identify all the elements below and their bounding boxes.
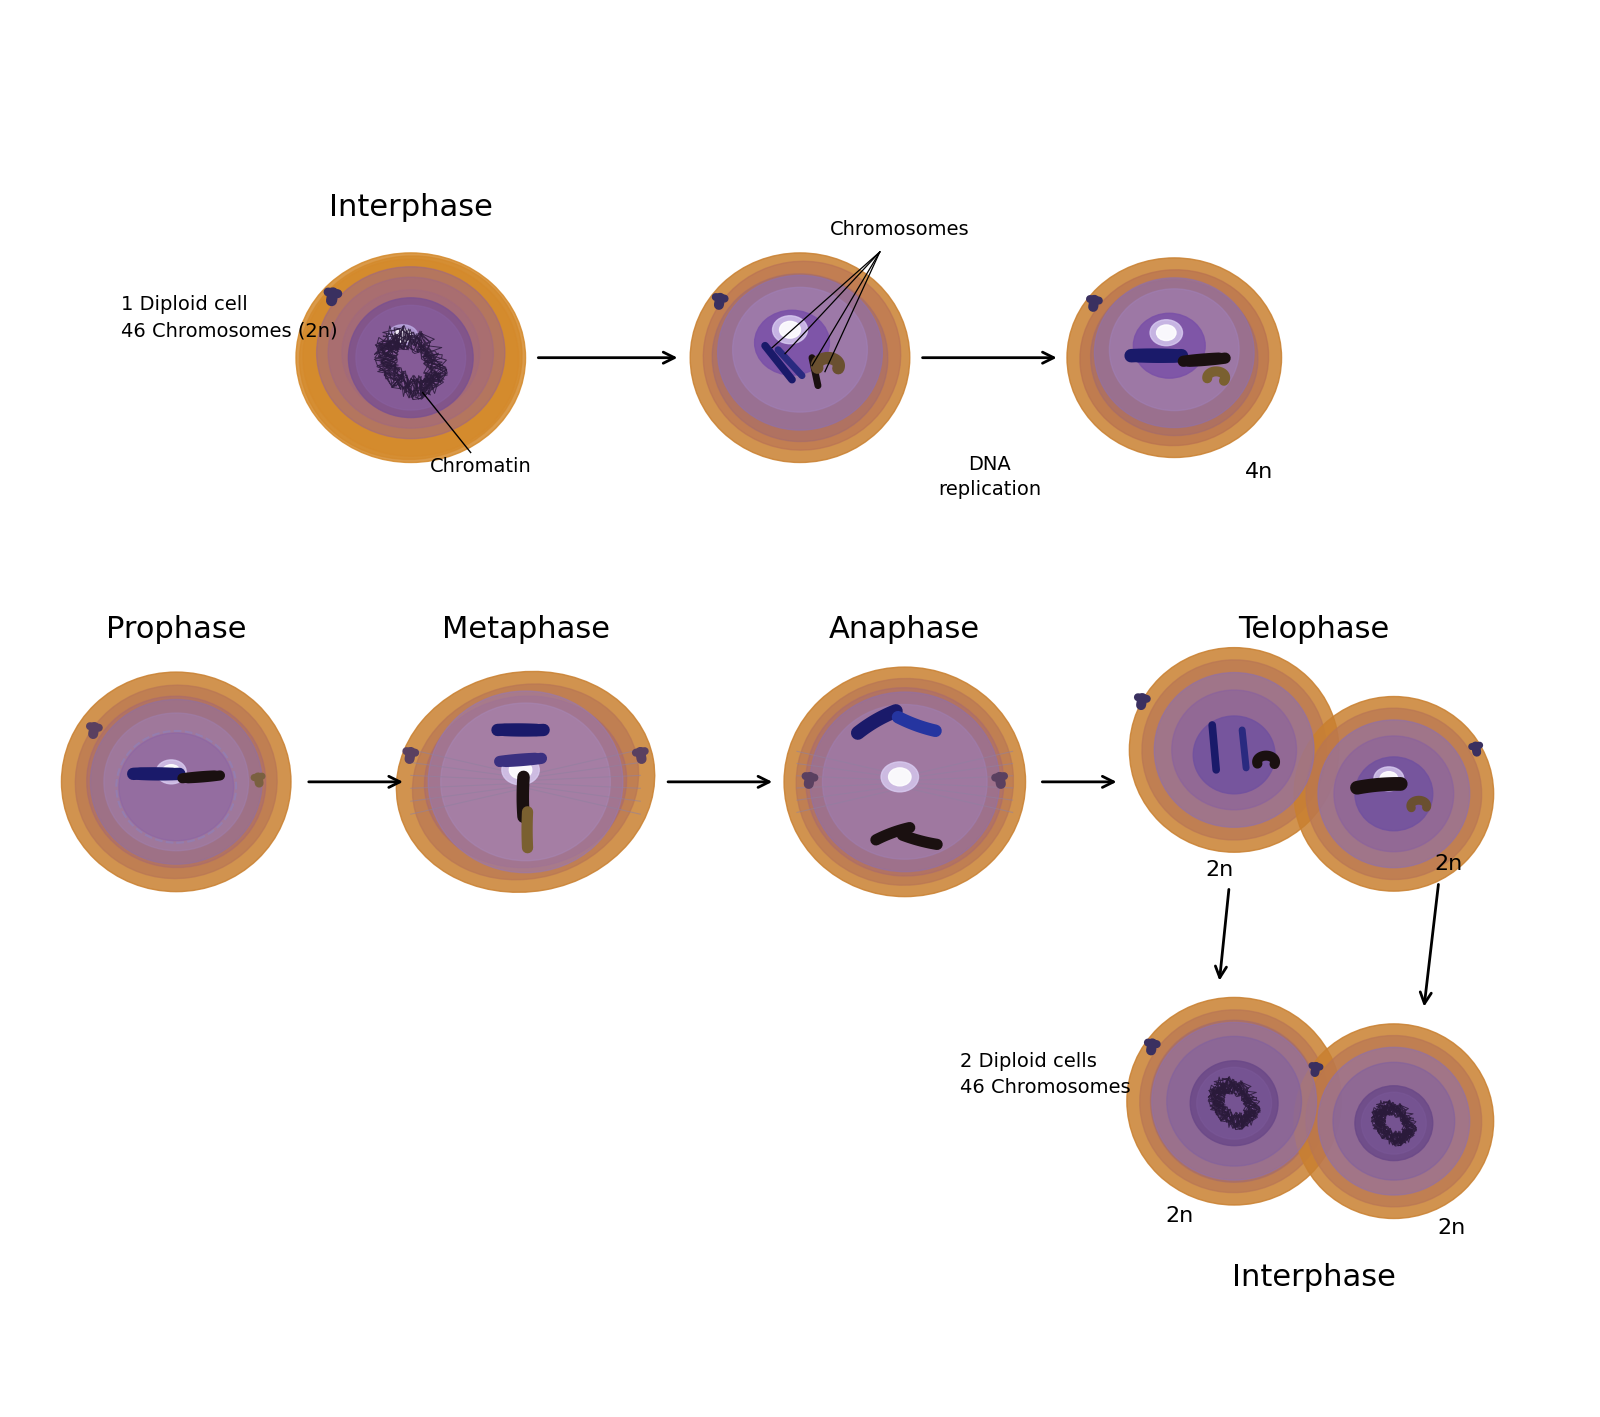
Ellipse shape xyxy=(440,703,610,860)
Ellipse shape xyxy=(888,768,910,786)
Ellipse shape xyxy=(424,696,627,867)
Text: 1 Diploid cell
46 Chromosomes (2n): 1 Diploid cell 46 Chromosomes (2n) xyxy=(122,295,338,340)
Ellipse shape xyxy=(1334,735,1454,852)
Ellipse shape xyxy=(413,684,638,880)
Ellipse shape xyxy=(1126,998,1341,1204)
Ellipse shape xyxy=(157,760,186,784)
Text: 2 Diploid cells
46 Chromosomes: 2 Diploid cells 46 Chromosomes xyxy=(960,1051,1130,1097)
Ellipse shape xyxy=(328,278,493,428)
Ellipse shape xyxy=(90,700,262,864)
Ellipse shape xyxy=(1355,1085,1432,1161)
Ellipse shape xyxy=(1318,1047,1470,1195)
Ellipse shape xyxy=(1379,772,1398,786)
Ellipse shape xyxy=(61,672,291,891)
Text: Metaphase: Metaphase xyxy=(442,615,610,643)
Ellipse shape xyxy=(302,259,518,456)
Ellipse shape xyxy=(806,687,1003,876)
Ellipse shape xyxy=(1166,1036,1301,1166)
Ellipse shape xyxy=(296,252,525,462)
Ellipse shape xyxy=(718,275,882,429)
Ellipse shape xyxy=(1130,648,1339,852)
Ellipse shape xyxy=(355,305,466,410)
Ellipse shape xyxy=(1197,1067,1272,1139)
Ellipse shape xyxy=(1171,690,1296,809)
Ellipse shape xyxy=(1152,1023,1317,1180)
Ellipse shape xyxy=(1094,278,1254,428)
Ellipse shape xyxy=(690,252,910,462)
Ellipse shape xyxy=(509,761,531,779)
Text: Chromatin: Chromatin xyxy=(430,458,531,476)
Text: 4n: 4n xyxy=(1245,462,1274,482)
Ellipse shape xyxy=(394,329,411,343)
Ellipse shape xyxy=(733,288,867,412)
Ellipse shape xyxy=(1318,720,1470,867)
Ellipse shape xyxy=(1194,716,1275,794)
Text: 2n: 2n xyxy=(1437,1219,1466,1238)
Text: Prophase: Prophase xyxy=(106,615,246,643)
Ellipse shape xyxy=(1133,313,1205,378)
Ellipse shape xyxy=(882,762,918,792)
Text: 2n: 2n xyxy=(1435,853,1462,874)
Text: Chromosomes: Chromosomes xyxy=(830,221,970,239)
Ellipse shape xyxy=(1306,708,1482,880)
Ellipse shape xyxy=(779,322,800,339)
Ellipse shape xyxy=(342,290,480,415)
Text: 2n: 2n xyxy=(1205,860,1234,880)
Ellipse shape xyxy=(1067,258,1282,458)
Ellipse shape xyxy=(1080,269,1269,445)
Ellipse shape xyxy=(1150,320,1182,346)
Ellipse shape xyxy=(1190,1061,1278,1145)
Ellipse shape xyxy=(712,273,888,442)
Ellipse shape xyxy=(822,704,987,859)
Ellipse shape xyxy=(1355,757,1432,830)
Ellipse shape xyxy=(317,266,506,439)
Ellipse shape xyxy=(1294,697,1494,891)
Ellipse shape xyxy=(1157,324,1176,340)
Ellipse shape xyxy=(1306,1036,1482,1207)
Ellipse shape xyxy=(1142,660,1326,840)
Ellipse shape xyxy=(1294,1024,1494,1219)
Ellipse shape xyxy=(86,696,266,867)
Text: Anaphase: Anaphase xyxy=(829,615,981,643)
Ellipse shape xyxy=(162,765,181,779)
Ellipse shape xyxy=(797,679,1013,886)
Ellipse shape xyxy=(1154,673,1314,828)
Ellipse shape xyxy=(387,324,418,347)
Ellipse shape xyxy=(502,755,539,785)
Text: Telophase: Telophase xyxy=(1238,615,1390,643)
Ellipse shape xyxy=(1091,279,1258,435)
Ellipse shape xyxy=(755,310,829,376)
Ellipse shape xyxy=(1139,1010,1328,1193)
Text: DNA
replication: DNA replication xyxy=(938,455,1042,499)
Ellipse shape xyxy=(75,686,277,879)
Ellipse shape xyxy=(349,298,474,418)
Text: 2n: 2n xyxy=(1165,1206,1194,1226)
Ellipse shape xyxy=(1150,1020,1318,1182)
Ellipse shape xyxy=(397,672,654,893)
Ellipse shape xyxy=(1362,1093,1426,1153)
Ellipse shape xyxy=(104,713,248,850)
Ellipse shape xyxy=(118,733,234,840)
Ellipse shape xyxy=(784,667,1026,897)
Text: Interphase: Interphase xyxy=(330,194,493,222)
Ellipse shape xyxy=(1374,767,1403,791)
Ellipse shape xyxy=(299,256,522,459)
Ellipse shape xyxy=(429,691,622,873)
Ellipse shape xyxy=(1333,1063,1454,1180)
Text: Interphase: Interphase xyxy=(1232,1264,1395,1292)
Ellipse shape xyxy=(1109,289,1238,411)
Ellipse shape xyxy=(810,691,1000,871)
Ellipse shape xyxy=(773,316,808,344)
Ellipse shape xyxy=(704,261,901,451)
